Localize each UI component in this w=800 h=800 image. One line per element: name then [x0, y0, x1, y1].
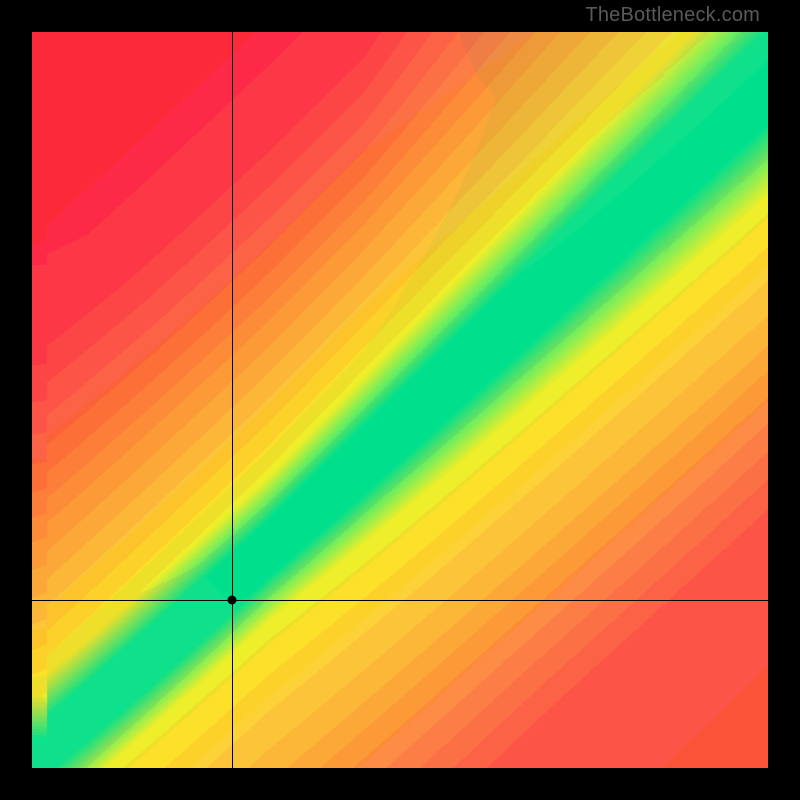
watermark-text: TheBottleneck.com [585, 4, 760, 27]
heatmap-plot [32, 32, 768, 768]
crosshair-vertical [232, 32, 233, 768]
marker-dot [228, 596, 237, 605]
crosshair-horizontal [32, 600, 768, 601]
heatmap-canvas [32, 32, 768, 768]
